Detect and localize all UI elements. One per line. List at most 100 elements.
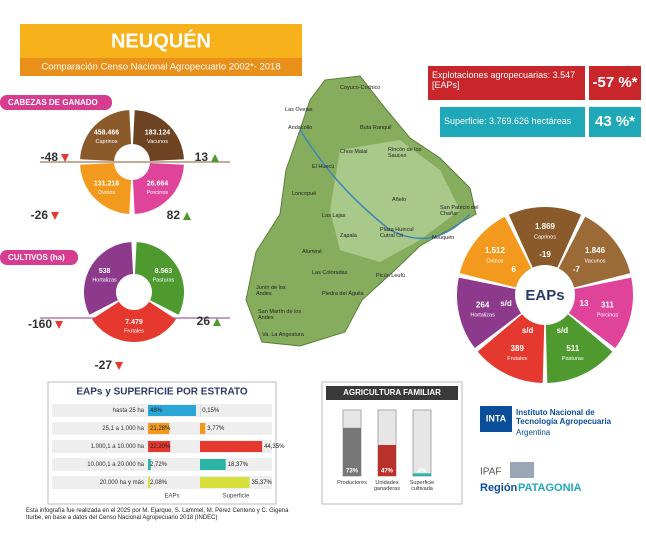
count: 26.664 (147, 180, 169, 187)
change: -48 (41, 150, 59, 164)
row-label: hasta 25 ha (113, 408, 145, 414)
place-label: Añelo (392, 197, 407, 203)
area: 7.479 (125, 319, 143, 326)
river (299, 129, 471, 240)
category-label: Productores (337, 480, 367, 486)
wheel-center (517, 267, 573, 323)
eaps-label: 21,28% (150, 426, 171, 432)
wheel-segment (457, 277, 522, 349)
summary-change: 43 %* (595, 113, 635, 130)
region: Región (480, 482, 518, 494)
ipaf-logo (510, 462, 534, 478)
name: Pasturas (562, 356, 584, 362)
name: Porcinos (147, 190, 169, 196)
count: 131.218 (94, 180, 119, 187)
eaps-label: 2,72% (150, 462, 168, 468)
ring-segment (80, 110, 132, 162)
ring-segment (134, 242, 184, 315)
summary-change: -57 %* (592, 74, 637, 91)
place-label: Rincón de los Sauces (388, 147, 422, 159)
family-title: AGRICULTURA FAMILIAR (343, 388, 441, 397)
arrow (213, 318, 221, 326)
eaps-bar (148, 441, 171, 452)
place-label: San Patricio del Chañar (440, 205, 479, 217)
wheel-segment (459, 216, 532, 288)
change: s/d (557, 326, 569, 335)
place-label: Aluminé (302, 249, 322, 255)
summary-box (428, 66, 585, 100)
row-label: 1.000,1 a 10.000 ha (91, 444, 145, 450)
place-label: San Martín de los Andes (258, 309, 302, 321)
surface-label: 18,37% (228, 462, 249, 468)
place-label: Junín de los Andes (256, 285, 286, 297)
ring-segment (84, 242, 134, 315)
footer: Esta infografía fue realizada en el 2025… (26, 508, 289, 521)
inta-name: Instituto Nacional de Tecnología Agropec… (516, 408, 612, 426)
change: -26 (31, 208, 49, 222)
place-label: Piedra del Águila (322, 291, 364, 297)
row-label: 25,1 a 1.000 ha (102, 426, 144, 432)
place-label: Buta Ranquil (360, 125, 392, 131)
name: Pasturas (153, 277, 175, 283)
eaps-label: 22,20% (150, 444, 171, 450)
place-label: Andacollo (288, 125, 313, 131)
area: 538 (99, 268, 111, 275)
change: -160 (28, 317, 52, 331)
place-label: Neuquén (432, 235, 455, 241)
ring-segment (92, 301, 176, 343)
subtitle-banner (20, 58, 302, 76)
change: 82 (167, 208, 181, 222)
place-label: Las Ovejas (285, 107, 313, 113)
wheel-segment (545, 314, 613, 383)
place-label: Las Coloradas (312, 270, 348, 276)
eaps-label: 48% (150, 408, 163, 414)
eaps-bar (148, 477, 151, 488)
summary-label: Superficie: 3.769.626 hectáreas (444, 116, 572, 126)
column-label: Superficie (223, 494, 250, 500)
bar-label: 4% (418, 469, 427, 475)
surface-bar (200, 477, 250, 488)
change: -19 (539, 250, 551, 259)
count: 311 (601, 300, 614, 309)
name: Frutales (124, 328, 144, 334)
section-title: CULTIVOS (ha) (8, 253, 65, 262)
eaps-bar (148, 459, 151, 470)
strata-title: EAPs y SUPERFICIE POR ESTRATO (76, 387, 248, 398)
category-label: Unidades ganaderas (374, 480, 400, 493)
count: 1.846 (585, 246, 606, 255)
place-label: El Huecú (312, 164, 335, 170)
name: Vacunos (585, 259, 606, 265)
wheel-segment (508, 207, 582, 268)
name: Hortalizas (92, 277, 117, 283)
ring-segment (132, 110, 184, 162)
arrow (51, 212, 59, 220)
change: 13 (195, 150, 209, 164)
surface-label: 35,37% (252, 480, 273, 486)
place-label: Loncopué (292, 191, 317, 197)
name: Vacunos (147, 139, 168, 145)
arrow (61, 154, 69, 162)
surface-label: 44,35% (264, 444, 285, 450)
summary-change-box (589, 107, 641, 137)
section-title: CABEZAS DE GANADO (8, 98, 98, 107)
name: Hortalizas (470, 313, 495, 319)
row-label: 20.000 ha y más (100, 480, 144, 486)
arrow (183, 212, 191, 220)
surface-bar (200, 441, 263, 452)
patagonia: PATAGONIA (518, 482, 582, 494)
ring-segment (80, 162, 132, 214)
name: Caprinos (96, 139, 118, 145)
name: Frutales (507, 356, 527, 362)
bar (413, 473, 431, 476)
map-region (330, 140, 460, 262)
count: 511 (566, 344, 579, 353)
name: Porcinos (597, 313, 619, 319)
inta-logo (480, 406, 512, 432)
change: 6 (512, 265, 517, 274)
place-label: Picún Leufú (376, 273, 406, 279)
surface-label: 3,77% (207, 426, 225, 432)
place-label: Va. La Angostura (262, 332, 304, 338)
section-pill (0, 250, 78, 265)
wheel-segment (477, 314, 545, 383)
count: 458.466 (94, 129, 119, 136)
